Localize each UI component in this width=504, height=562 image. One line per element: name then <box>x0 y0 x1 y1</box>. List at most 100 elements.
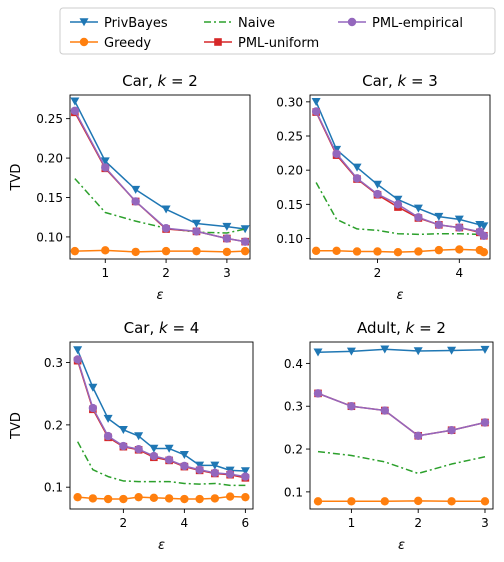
legend-label: PML-uniform <box>238 36 319 51</box>
x-tick-label: 2 <box>162 266 170 280</box>
legend-item-pml-empirical: PML-empirical <box>338 16 463 31</box>
data-point-privbayes <box>346 347 356 356</box>
legend-marker <box>347 17 357 27</box>
data-point-pml-empirical <box>103 431 113 441</box>
data-point-pml-empirical <box>73 355 82 364</box>
y-tick-label: 0.10 <box>36 230 63 244</box>
data-point-pml-empirical <box>413 431 423 440</box>
data-point-privbayes <box>210 461 220 470</box>
data-point-greedy <box>134 492 143 502</box>
x-axis-label: ε <box>398 538 405 553</box>
data-point-greedy <box>413 496 423 506</box>
data-point-greedy <box>447 497 456 506</box>
data-point-pml-empirical <box>70 106 80 115</box>
y-tick-label: 0.25 <box>36 112 63 126</box>
legend-label: Naive <box>238 16 275 31</box>
data-point-greedy <box>103 494 113 504</box>
data-point-greedy <box>88 494 98 503</box>
data-point-greedy <box>101 246 110 255</box>
plot-frame <box>309 341 494 510</box>
data-point-greedy <box>222 247 232 257</box>
data-point-pml-empirical <box>131 197 140 206</box>
y-tick-label: 0.1 <box>44 481 63 495</box>
data-point-pml-empirical <box>332 149 341 158</box>
data-point-pml-empirical <box>352 174 362 183</box>
subplot-title: Car, k = 3 <box>362 72 438 90</box>
data-point-privbayes <box>179 450 189 459</box>
data-point-privbayes <box>373 180 382 189</box>
data-point-pml-empirical <box>225 469 235 479</box>
series-line-naive <box>315 182 484 236</box>
data-point-privbayes <box>70 97 80 106</box>
data-point-pml-empirical <box>434 220 444 230</box>
legend-label: Greedy <box>104 36 151 51</box>
plot-frame <box>69 341 254 510</box>
series-line-privbayes <box>76 349 246 472</box>
data-point-greedy <box>373 247 382 256</box>
data-point-privbayes <box>164 444 174 453</box>
x-tick-label: 2 <box>374 266 382 280</box>
series-line-pml-uniform <box>317 392 486 437</box>
data-point-pml-empirical <box>373 189 382 199</box>
plot-frame <box>309 94 491 260</box>
y-tick-label: 0.20 <box>276 164 303 178</box>
x-axis-label: ε <box>396 288 403 303</box>
x-tick-label: 6 <box>242 516 250 530</box>
x-axis-label: ε <box>158 538 165 553</box>
subplot-title: Car, k = 4 <box>124 319 200 337</box>
data-point-greedy <box>164 494 174 503</box>
plot-frame <box>69 94 251 260</box>
x-tick-label: 2 <box>414 516 422 530</box>
data-point-pml-empirical <box>210 468 220 478</box>
data-point-greedy <box>240 246 250 256</box>
data-point-privbayes <box>131 185 141 194</box>
series-line-greedy <box>77 495 246 500</box>
data-point-privbayes <box>480 345 490 354</box>
x-tick-label: 1 <box>348 516 356 530</box>
data-point-privbayes <box>413 204 423 213</box>
data-point-pml-empirical <box>134 444 143 454</box>
data-point-greedy <box>241 492 250 502</box>
subplot-2: Car, k = 3 2 4 0.10 0.15 0.20 0.25 0.30 ε <box>276 72 491 303</box>
series-line-greedy <box>74 249 246 253</box>
x-tick-label: 3 <box>481 516 489 530</box>
data-point-privbayes <box>479 222 489 231</box>
data-point-pml-empirical <box>311 107 321 116</box>
x-axis-label: ε <box>156 288 163 303</box>
data-point-pml-empirical <box>222 234 232 243</box>
x-tick-label: 4 <box>455 266 463 280</box>
y-tick-label: 0.4 <box>284 357 303 371</box>
series-line-privbayes <box>74 100 246 230</box>
legend-marker <box>79 37 89 47</box>
subplot-3: Car, k = 4 2 4 6 0.1 0.2 0.3 ε TVD <box>9 319 254 553</box>
data-point-pml-empirical <box>101 163 110 172</box>
y-tick-label: 0.3 <box>284 400 303 414</box>
data-point-greedy <box>313 497 323 506</box>
data-point-privbayes <box>313 348 323 357</box>
legend-label: PrivBayes <box>104 16 168 31</box>
y-tick-label: 0.2 <box>44 418 63 432</box>
data-point-greedy <box>332 246 341 255</box>
data-point-pml-empirical <box>149 451 159 461</box>
data-point-pml-empirical <box>313 389 323 398</box>
series-line-pml-empirical <box>74 110 246 243</box>
data-point-privbayes <box>118 426 128 435</box>
subplot-1: Car, k = 2 1 2 3 0.10 0.15 0.20 0.25 ε TVD <box>9 72 251 303</box>
y-tick-label: 0.20 <box>36 152 63 166</box>
legend-label: PML-empirical <box>372 16 463 31</box>
series-line-pml-empirical <box>315 111 485 237</box>
data-point-pml-empirical <box>447 426 456 435</box>
data-point-pml-empirical <box>347 402 356 411</box>
legend-marker <box>214 38 222 46</box>
data-point-pml-empirical <box>240 237 250 246</box>
data-point-greedy <box>455 245 464 254</box>
data-point-pml-empirical <box>161 224 171 233</box>
series-line-naive <box>317 450 486 475</box>
data-point-privbayes <box>311 98 321 107</box>
data-point-privbayes <box>134 432 144 441</box>
data-point-privbayes <box>191 219 201 228</box>
data-point-privbayes <box>73 346 83 355</box>
data-point-pml-empirical <box>192 227 201 236</box>
data-point-greedy <box>393 247 403 257</box>
legend-box <box>59 7 496 55</box>
